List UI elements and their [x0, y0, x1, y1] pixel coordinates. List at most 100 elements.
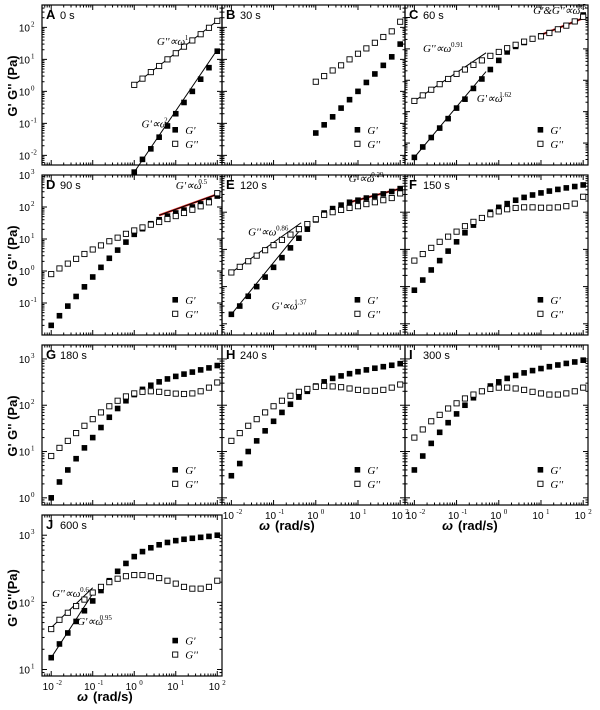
- data-point-g-prime: [388, 54, 395, 60]
- data-point-g-prime: [380, 62, 387, 69]
- legend-label-g-prime: G': [185, 636, 196, 648]
- panel-letter: G: [46, 347, 56, 362]
- data-point-g-double-prime: [147, 573, 154, 580]
- y-tick-label: 10: [19, 598, 31, 609]
- data-point-g-double-prime: [287, 231, 294, 238]
- data-point-g-double-prime: [278, 236, 286, 243]
- data-point-g-prime: [156, 134, 162, 140]
- x-tick-label: 10: [223, 511, 235, 522]
- data-point-g-prime: [388, 362, 395, 369]
- data-point-g-double-prime: [504, 206, 511, 213]
- data-point-g-prime: [65, 630, 71, 636]
- legend-marker-g-prime: [172, 637, 178, 644]
- legend-label-g-double-prime: G'': [367, 309, 380, 321]
- data-point-g-double-prime: [131, 390, 138, 397]
- power-law-exponent: 0.5: [198, 178, 207, 186]
- data-point-g-prime: [296, 394, 302, 400]
- legend-marker-g-double-prime: [172, 480, 179, 487]
- data-point-g-prime: [206, 533, 212, 540]
- data-point-g-double-prime: [512, 385, 519, 392]
- legend-marker-g-prime: [172, 467, 178, 473]
- data-point-g-double-prime: [428, 244, 435, 251]
- legend-marker-g-double-prime: [354, 310, 361, 317]
- power-law-fit-core: [50, 593, 94, 658]
- data-point-g-prime: [270, 264, 277, 271]
- data-point-g-double-prime: [397, 381, 404, 388]
- legend-marker-g-prime: [537, 467, 544, 473]
- data-point-g-prime: [148, 382, 154, 389]
- panel-j: 10 110 210 310 -2 10 -1 10 0 10 1 10 2G''∝ω 0.6G'∝ω0.…: [19, 514, 226, 693]
- y-tick-label-exponent: 2: [31, 20, 35, 28]
- data-point-g-prime: [164, 376, 171, 382]
- x-tick-label: 10: [265, 511, 277, 522]
- data-point-g-double-prime: [56, 616, 63, 623]
- data-point-g-double-prime: [529, 204, 536, 211]
- data-point-g-prime: [504, 375, 510, 382]
- legend-marker-g-prime: [537, 297, 544, 303]
- y-tick-label: 10: [19, 203, 31, 214]
- legend-label-g-prime: G': [185, 125, 196, 137]
- legend-marker-g-double-prime: [354, 140, 361, 147]
- data-point-g-double-prime: [139, 75, 146, 82]
- data-point-g-double-prime: [312, 78, 319, 85]
- data-point-g-double-prime: [304, 221, 311, 228]
- data-point-g-double-prime: [214, 17, 221, 24]
- x-tick-label: 10: [307, 511, 319, 522]
- data-point-g-double-prime: [114, 575, 121, 582]
- x-axis-title-h-unit: (rad/s): [275, 518, 315, 533]
- data-point-g-double-prime: [580, 13, 587, 20]
- data-point-g-double-prime: [461, 223, 469, 230]
- data-point-g-prime: [436, 125, 443, 131]
- data-point-g-prime: [114, 405, 121, 412]
- power-law-exponent: 0.6: [80, 586, 89, 594]
- data-point-g-prime: [436, 257, 443, 264]
- y-tick-label: 10: [19, 665, 31, 676]
- y-tick-label-exponent: -1: [31, 296, 37, 304]
- panel-letter: A: [46, 7, 56, 22]
- legend-marker-g-prime: [354, 467, 361, 473]
- x-tick-label: 10: [532, 511, 544, 522]
- legend-marker-g-prime: [354, 127, 361, 133]
- x-axis-title-j-unit: (rad/s): [93, 689, 133, 704]
- legend-label-g-double-prime: G'': [367, 479, 380, 491]
- y-axis-title-row2: G' G'' (Pa): [5, 225, 20, 286]
- power-law-annotation: G'∝ω: [142, 118, 168, 130]
- panel-f: F 150 s G' G'': [404, 174, 589, 336]
- power-law-annotation: G''∝ω: [423, 43, 452, 55]
- data-point-g-double-prime: [321, 73, 328, 80]
- data-point-g-prime: [304, 226, 311, 232]
- data-point-g-prime: [139, 156, 146, 163]
- data-point-g-prime: [563, 185, 570, 191]
- data-point-g-double-prime: [529, 388, 536, 395]
- data-point-g-double-prime: [436, 81, 443, 88]
- data-point-g-double-prime: [64, 437, 71, 444]
- data-point-g-double-prime: [371, 387, 378, 394]
- data-point-g-prime: [48, 495, 55, 501]
- data-point-g-double-prime: [180, 583, 188, 590]
- legend-marker-g-double-prime: [354, 480, 361, 487]
- data-point-g-prime: [372, 71, 378, 77]
- data-point-g-prime: [214, 532, 221, 539]
- power-law-annotation: G'∝ω: [176, 180, 202, 192]
- data-point-g-double-prime: [189, 390, 196, 397]
- data-point-g-double-prime: [346, 385, 353, 392]
- panel-letter: B: [226, 7, 235, 22]
- data-point-g-double-prime: [156, 388, 163, 395]
- data-point-g-double-prime: [278, 397, 286, 404]
- legend-label-g-double-prime: G'': [550, 309, 563, 321]
- data-point-g-double-prime: [139, 572, 146, 579]
- data-point-g-prime: [419, 144, 426, 150]
- data-point-g-double-prime: [197, 388, 204, 395]
- data-point-g-double-prime: [321, 382, 328, 390]
- data-point-g-double-prime: [411, 97, 418, 104]
- data-point-g-double-prime: [504, 45, 511, 52]
- data-point-g-double-prime: [147, 221, 154, 228]
- x-axis-title-i-symbol: ω: [442, 518, 453, 533]
- data-point-g-double-prime: [205, 24, 213, 31]
- legend-marker-g-double-prime: [537, 310, 544, 317]
- data-point-g-double-prime: [205, 583, 213, 590]
- data-point-g-prime: [312, 130, 319, 136]
- y-tick-label-exponent: 0: [31, 264, 35, 272]
